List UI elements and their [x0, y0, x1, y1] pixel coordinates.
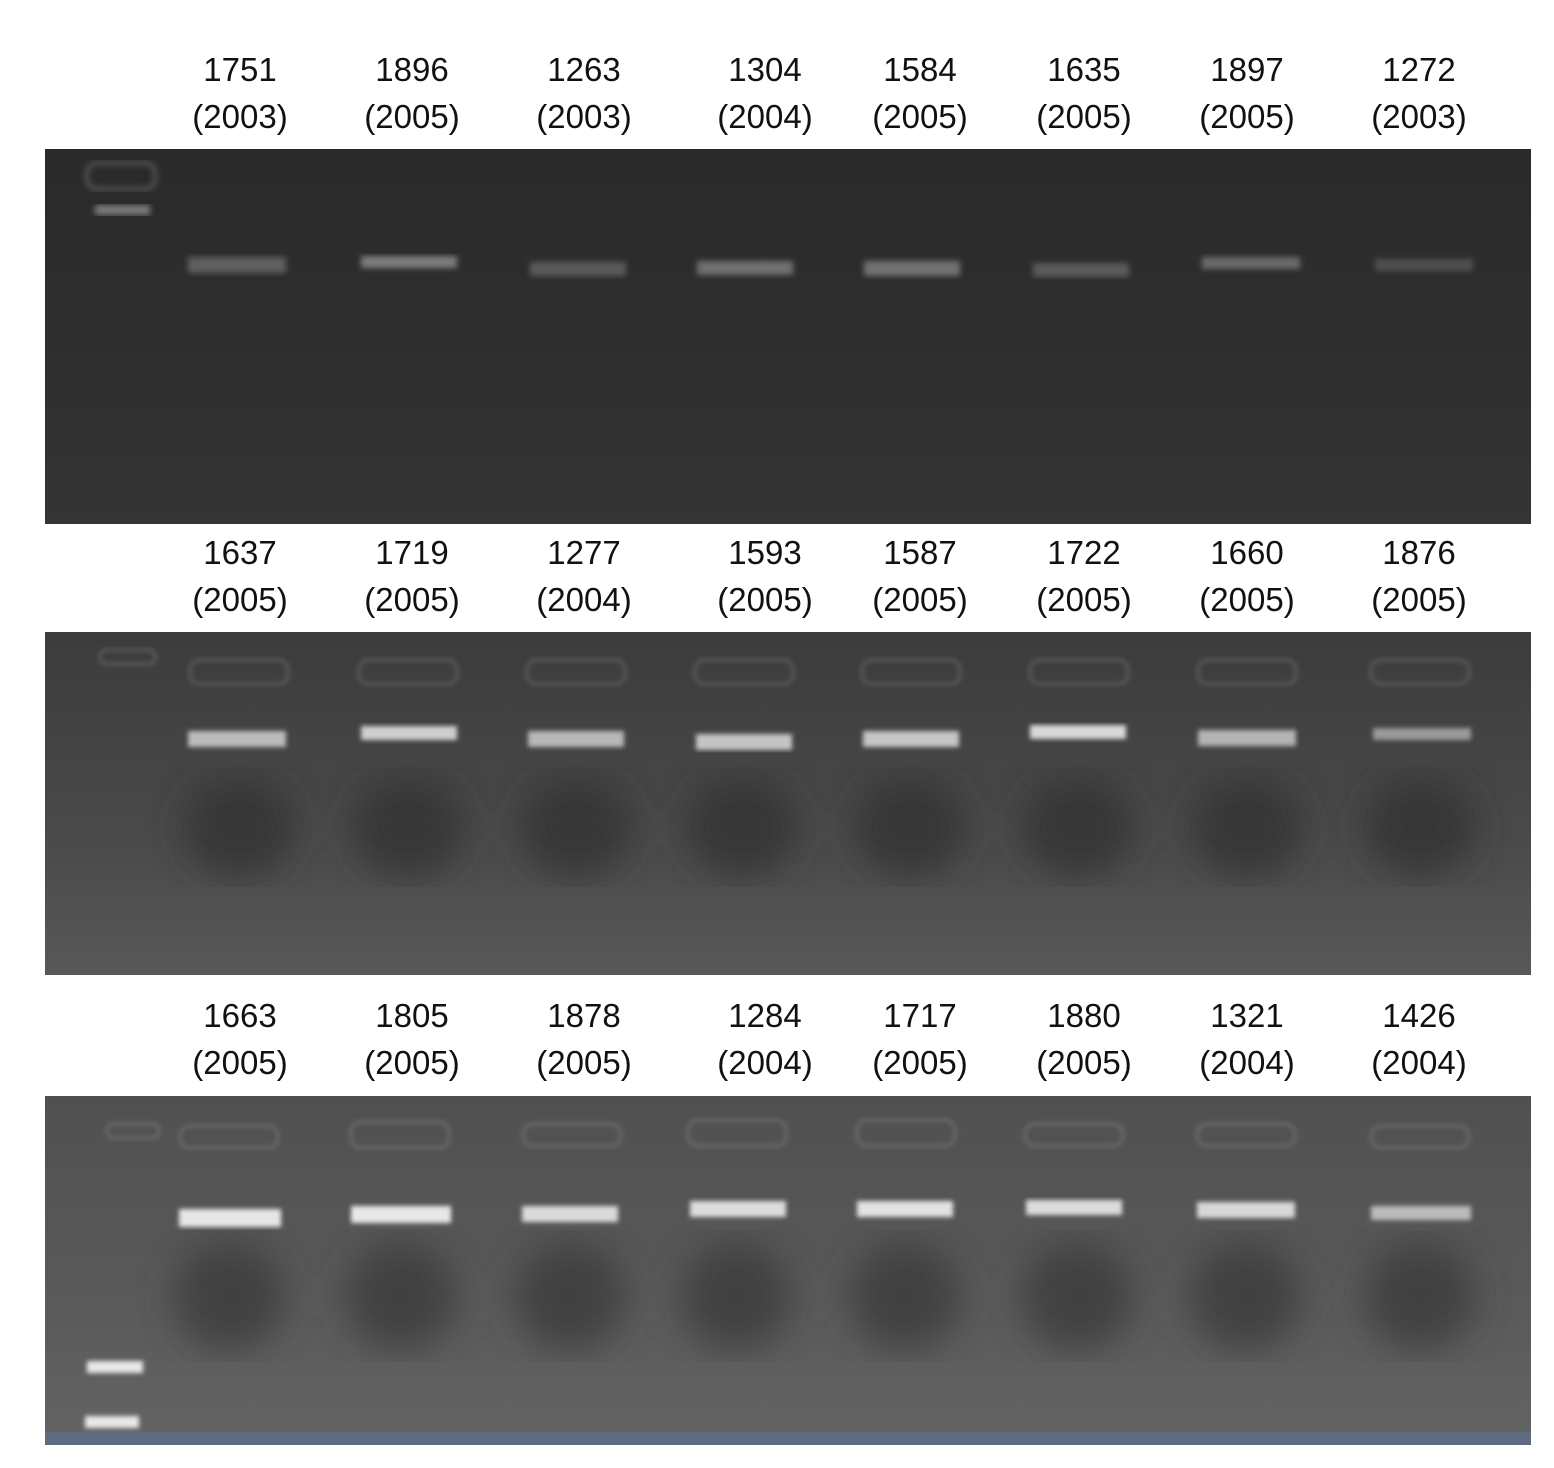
lane-label: 1897 (2005) — [1199, 51, 1295, 135]
gel-image-1 — [45, 149, 1531, 524]
lane-label: 1878 (2005) — [536, 997, 632, 1081]
lane-label: 1637 (2005) — [192, 534, 288, 618]
lane-label: 1635 (2005) — [1036, 51, 1132, 135]
lane-label: 1304 (2004) — [717, 51, 813, 135]
gel-image-2 — [45, 632, 1531, 975]
lane-label: 1272 (2003) — [1371, 51, 1467, 135]
lane-label: 1426 (2004) — [1371, 997, 1467, 1081]
gel-image-3 — [45, 1096, 1531, 1445]
lane-label: 1722 (2005) — [1036, 534, 1132, 618]
lane-label: 1880 (2005) — [1036, 997, 1132, 1081]
lane-label: 1263 (2003) — [536, 51, 632, 135]
lane-label: 1876 (2005) — [1371, 534, 1467, 618]
lane-label: 1896 (2005) — [364, 51, 460, 135]
lane-label: 1805 (2005) — [364, 997, 460, 1081]
lane-label: 1660 (2005) — [1199, 534, 1295, 618]
lane-label: 1587 (2005) — [872, 534, 968, 618]
lane-label: 1593 (2005) — [717, 534, 813, 618]
lane-label: 1284 (2004) — [717, 997, 813, 1081]
lane-label: 1719 (2005) — [364, 534, 460, 618]
lane-label: 1663 (2005) — [192, 997, 288, 1081]
lane-label: 1584 (2005) — [872, 51, 968, 135]
lane-label: 1321 (2004) — [1199, 997, 1295, 1081]
lane-label: 1717 (2005) — [872, 997, 968, 1081]
lane-label: 1277 (2004) — [536, 534, 632, 618]
lane-label: 1751 (2003) — [192, 51, 288, 135]
